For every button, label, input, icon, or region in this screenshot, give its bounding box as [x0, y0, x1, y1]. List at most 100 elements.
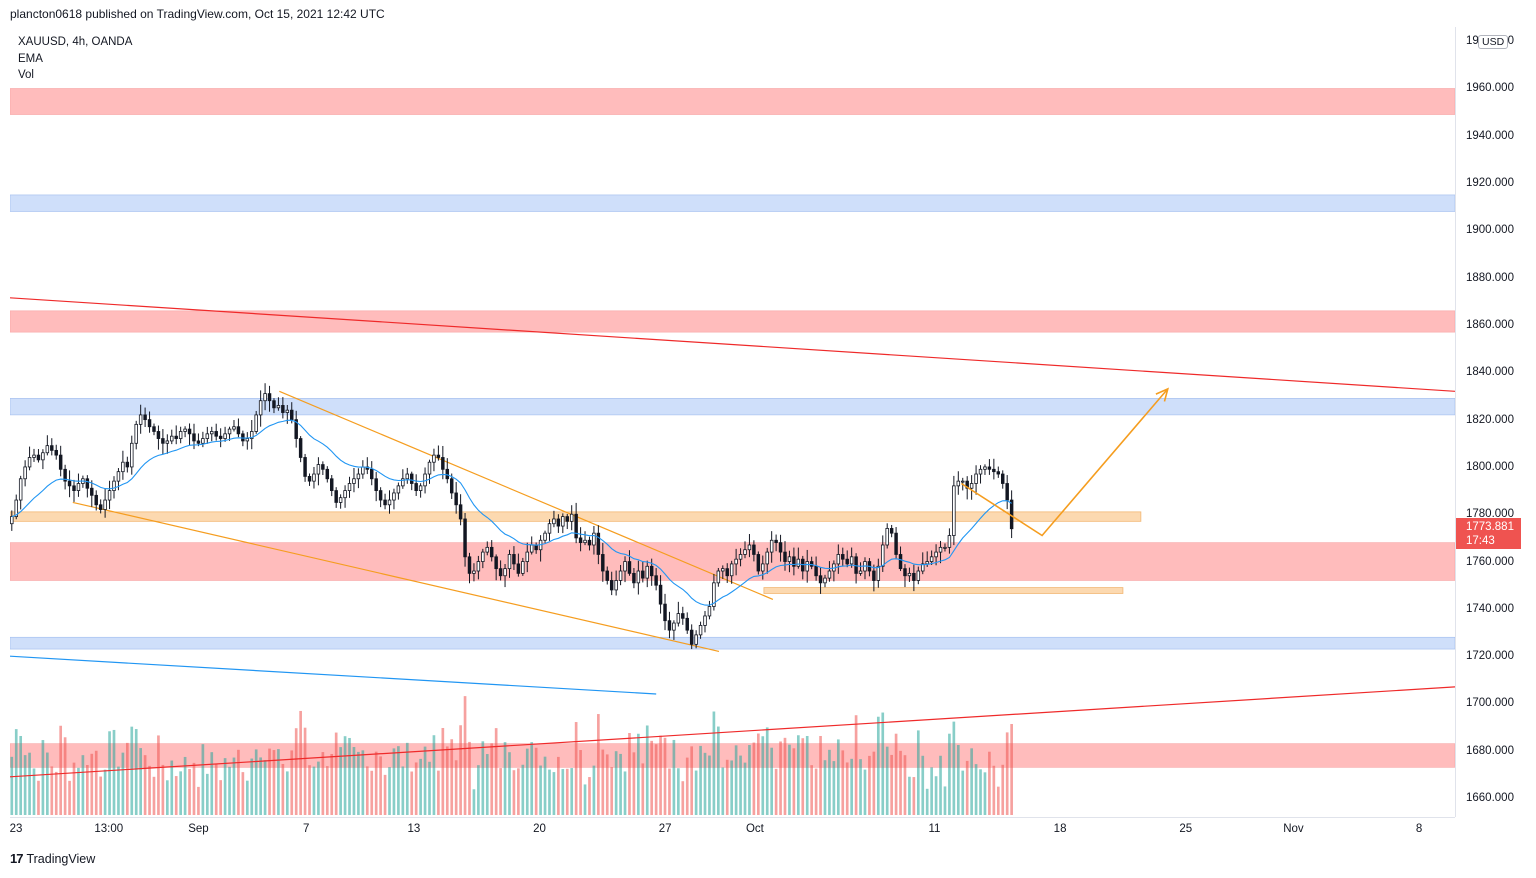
volume-bar — [930, 767, 933, 815]
candle-body — [969, 483, 974, 489]
candle — [672, 620, 676, 640]
volume-bar — [503, 742, 507, 815]
volume-bar — [321, 752, 325, 815]
legend-volume[interactable]: Vol — [18, 69, 34, 81]
volume-bar — [899, 750, 902, 815]
volume-bar — [725, 759, 729, 815]
candle-body — [90, 487, 94, 496]
candle — [569, 505, 574, 531]
candle — [232, 420, 236, 432]
candle-body — [210, 431, 214, 435]
price-chart[interactable] — [10, 27, 1455, 817]
volume-bar — [783, 737, 787, 815]
chart-legend[interactable]: XAUUSD, 4h, OANDA EMA Vol — [18, 34, 132, 84]
key-level-zone — [763, 587, 1124, 594]
candle — [636, 560, 641, 595]
candle — [281, 397, 285, 419]
candle-body — [174, 435, 178, 439]
candle — [374, 472, 378, 502]
candle — [969, 475, 974, 500]
legend-symbol[interactable]: XAUUSD, 4h, OANDA — [18, 36, 133, 48]
candle — [583, 531, 587, 546]
candle-body — [187, 428, 192, 435]
tradingview-footer[interactable]: 17 TradingView — [10, 851, 95, 866]
time-tick-label: 20 — [533, 823, 546, 835]
volume-bar — [245, 780, 249, 815]
volume-bar — [330, 753, 334, 815]
price-tick-label: 1860.000 — [1466, 319, 1514, 332]
candle-body — [543, 532, 547, 541]
candle — [645, 560, 649, 588]
candle-body — [992, 468, 996, 473]
candle-body — [596, 532, 601, 555]
candle-body — [503, 568, 507, 577]
candle — [574, 502, 578, 544]
candle — [703, 610, 707, 633]
candle-body — [965, 480, 969, 489]
candle — [734, 548, 738, 576]
candle — [721, 565, 725, 579]
candle-body — [441, 457, 445, 470]
candle-body — [161, 438, 165, 444]
candle-body — [912, 572, 916, 581]
candle — [218, 428, 223, 448]
volume-bar — [761, 736, 765, 815]
candle — [654, 568, 658, 591]
volume-bar — [499, 768, 502, 815]
candle — [747, 534, 752, 558]
volume-bar — [481, 741, 485, 815]
volume-bar — [161, 764, 165, 815]
volume-bar — [370, 770, 374, 815]
volume-bar — [988, 751, 991, 815]
legend-ema[interactable]: EMA — [18, 52, 43, 65]
candle-body — [36, 454, 41, 461]
price-tick-label: 1680.000 — [1466, 744, 1514, 757]
volume-bar — [401, 766, 405, 815]
price-axis[interactable]: 1660.000 1680.000 1700.000 1720.000 1740.000… — [1455, 27, 1536, 817]
candle — [441, 445, 445, 480]
volume-bar — [561, 769, 565, 815]
candle-body — [241, 433, 245, 442]
volume-bar — [810, 765, 813, 815]
currency-badge[interactable]: USD — [1478, 35, 1509, 49]
candle — [983, 464, 987, 475]
candle — [58, 445, 63, 477]
candle — [454, 482, 458, 514]
candle — [134, 420, 138, 450]
candle — [743, 541, 747, 559]
candle-body — [849, 556, 854, 565]
volume-bar — [748, 745, 751, 815]
candle — [401, 469, 405, 489]
candle — [18, 475, 23, 510]
candle-body — [929, 556, 934, 562]
candle — [476, 555, 481, 580]
candle-body — [583, 539, 587, 544]
resistance-zone — [10, 310, 1455, 333]
volume-bar — [823, 760, 827, 815]
candle-body — [138, 414, 143, 425]
candle-body — [414, 483, 418, 491]
candle-body — [285, 409, 290, 413]
volume-bar — [63, 737, 67, 815]
volume-bar — [641, 763, 645, 815]
candle-body — [396, 485, 401, 494]
candle-body — [632, 572, 636, 584]
candle-body — [67, 480, 72, 487]
candle-body — [512, 554, 516, 565]
candle-body — [529, 544, 534, 553]
candle — [352, 467, 356, 493]
volume-bar — [277, 749, 280, 815]
candle — [992, 458, 996, 480]
volume-bar — [557, 756, 560, 815]
candle — [996, 466, 1001, 478]
candle — [565, 513, 569, 530]
candle-body — [432, 454, 436, 463]
candle — [943, 543, 947, 552]
volume-bar — [592, 765, 596, 815]
candle — [578, 527, 583, 552]
candle — [227, 426, 232, 441]
time-axis[interactable]: 23 13:00 Sep 7 13 20 27 Oct 11 18 25 Nov 8 — [10, 817, 1455, 844]
candle — [903, 564, 907, 588]
volume-bar — [272, 750, 276, 815]
candle-body — [898, 554, 903, 570]
